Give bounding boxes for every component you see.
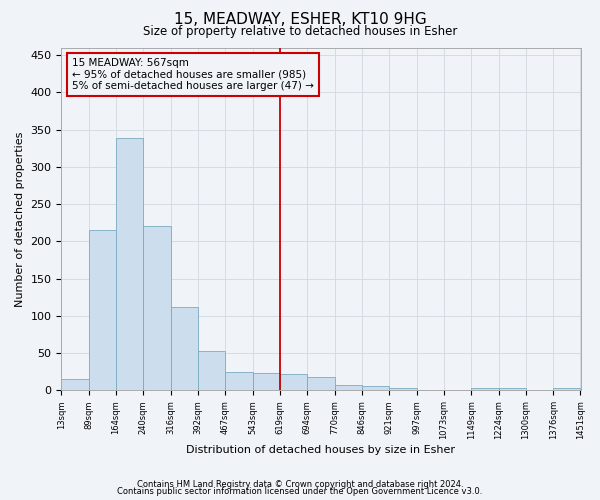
Bar xyxy=(61,380,89,390)
Y-axis label: Number of detached properties: Number of detached properties xyxy=(15,132,25,306)
Text: Contains public sector information licensed under the Open Government Licence v3: Contains public sector information licen… xyxy=(118,487,482,496)
Bar xyxy=(198,351,226,391)
Text: Size of property relative to detached houses in Esher: Size of property relative to detached ho… xyxy=(143,25,457,38)
Bar xyxy=(471,388,499,390)
Bar xyxy=(307,377,335,390)
Bar xyxy=(116,138,143,390)
Bar xyxy=(335,384,362,390)
X-axis label: Distribution of detached houses by size in Esher: Distribution of detached houses by size … xyxy=(187,445,455,455)
Bar xyxy=(362,386,389,390)
Bar xyxy=(226,372,253,390)
Bar xyxy=(143,226,170,390)
Text: 15, MEADWAY, ESHER, KT10 9HG: 15, MEADWAY, ESHER, KT10 9HG xyxy=(173,12,427,28)
Bar xyxy=(170,307,198,390)
Text: Contains HM Land Registry data © Crown copyright and database right 2024.: Contains HM Land Registry data © Crown c… xyxy=(137,480,463,489)
Bar xyxy=(89,230,116,390)
Bar xyxy=(553,388,580,390)
Bar xyxy=(499,388,526,390)
Bar xyxy=(253,374,280,390)
Bar xyxy=(389,388,416,390)
Bar xyxy=(280,374,307,390)
Text: 15 MEADWAY: 567sqm
← 95% of detached houses are smaller (985)
5% of semi-detache: 15 MEADWAY: 567sqm ← 95% of detached hou… xyxy=(72,58,314,91)
